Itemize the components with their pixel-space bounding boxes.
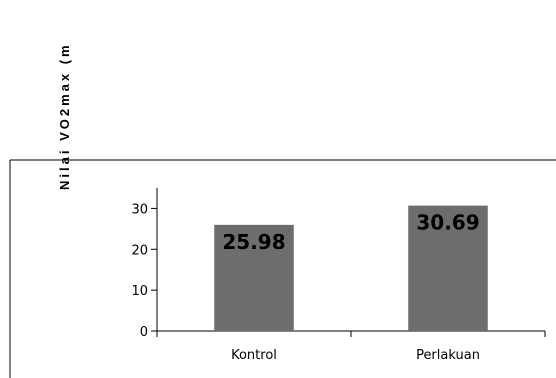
bar-perlakuan (408, 205, 488, 331)
bar-kontrol (214, 224, 294, 331)
y-tick-label: 30 (131, 202, 148, 217)
category-label: Perlakuan (416, 348, 480, 363)
y-tick-label: 0 (140, 325, 148, 340)
tick-layer: 0 10 20 30 (131, 202, 546, 340)
data-label: 25.98 (222, 230, 285, 254)
y-tick-label: 20 (131, 243, 148, 258)
y-tick-label: 10 (131, 284, 148, 299)
data-label: 30.69 (416, 211, 479, 235)
y-axis-label: Nilai VO2max (m (57, 42, 72, 190)
bars-layer (214, 205, 488, 331)
labels-layer: Kontrol 25.98 Perlakuan 30.69 (222, 211, 480, 363)
category-label: Kontrol (231, 348, 277, 363)
